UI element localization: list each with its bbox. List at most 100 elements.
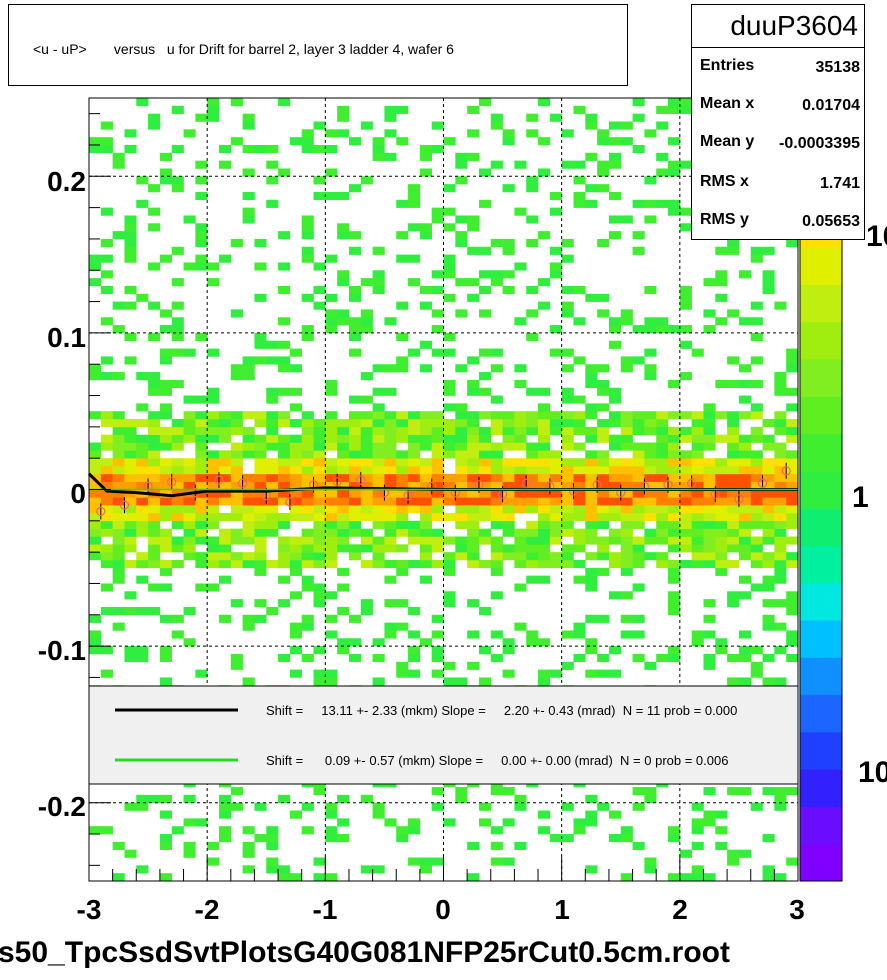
heatmap-cell [360, 176, 373, 185]
heatmap-cell [301, 215, 314, 224]
chart-title: <u - uP> versus u for Drift for barrel 2… [33, 41, 454, 57]
heatmap-cell [573, 285, 586, 295]
title-box: <u - uP> versus u for Drift for barrel 2… [8, 4, 628, 86]
heatmap-cell [384, 411, 397, 420]
heatmap-cell [159, 512, 173, 522]
heatmap-cell [100, 646, 113, 655]
heatmap-cell [467, 152, 480, 161]
heatmap-cell [325, 505, 338, 514]
heatmap-cell [620, 356, 633, 365]
heatmap-cell [136, 293, 149, 302]
heatmap-cell [632, 458, 645, 467]
heatmap-cell [313, 176, 326, 185]
heatmap-cell [136, 606, 149, 616]
heatmap-cell [396, 834, 409, 843]
heatmap-cell [561, 520, 574, 529]
heatmap-cell [738, 411, 752, 420]
heatmap-cell [597, 458, 610, 467]
heatmap-cell [207, 262, 220, 271]
heatmap-cell [561, 489, 574, 498]
heatmap-cell [561, 160, 574, 169]
heatmap-cell [313, 505, 326, 514]
heatmap-cell [455, 403, 468, 412]
heatmap-cell [183, 638, 196, 647]
heatmap-cell [597, 426, 610, 435]
heatmap-cell [644, 129, 657, 138]
heatmap-cell [691, 638, 704, 647]
heatmap-cell [278, 262, 291, 271]
heatmap-cell [148, 583, 161, 592]
heatmap-cell [455, 442, 468, 451]
y-tick-label: -0.2 [38, 791, 86, 822]
heatmap-cell [502, 638, 515, 647]
heatmap-cell [313, 857, 326, 866]
heatmap-cell [549, 348, 562, 357]
heatmap-cell [301, 325, 314, 334]
heatmap-cell [644, 794, 657, 803]
heatmap-cell [396, 356, 409, 365]
heatmap-cell [467, 528, 480, 537]
heatmap-cell [313, 434, 326, 443]
heatmap-cell [691, 458, 704, 467]
heatmap-cell [325, 458, 338, 467]
profile-point [734, 494, 744, 504]
heatmap-cell [478, 473, 492, 482]
heatmap-cell [159, 168, 173, 177]
heatmap-cell [313, 677, 326, 686]
heatmap-cell [112, 841, 125, 850]
heatmap-cell [171, 144, 184, 154]
heatmap-cell [762, 528, 775, 537]
heatmap-cell [183, 818, 196, 827]
heatmap-cell [644, 348, 657, 357]
heatmap-cell [490, 458, 503, 467]
heatmap-cell [195, 238, 208, 248]
heatmap-cell [715, 520, 728, 529]
heatmap-cell [549, 834, 562, 843]
heatmap-cell [679, 105, 692, 114]
heatmap-cell [644, 865, 657, 874]
heatmap-cell [443, 403, 456, 412]
heatmap-cell [159, 309, 173, 318]
heatmap-cell [431, 512, 444, 522]
heatmap-cell [360, 865, 373, 874]
heatmap-cell [679, 325, 692, 334]
heatmap-cell [490, 857, 503, 866]
heatmap-cell [597, 544, 610, 553]
heatmap-cell [171, 481, 184, 490]
heatmap-cell [266, 434, 279, 443]
heatmap-cell [242, 411, 255, 420]
heatmap-cell [443, 223, 456, 232]
heatmap-cell [360, 505, 373, 514]
heatmap-cell [514, 364, 527, 373]
heatmap-cell [100, 481, 113, 490]
heatmap-cell [100, 489, 113, 498]
heatmap-cell [632, 614, 645, 623]
heatmap-cell [455, 552, 468, 561]
heatmap-cell [691, 434, 704, 443]
heatmap-cell [384, 387, 397, 396]
stats-meanx-label: Mean x [700, 95, 755, 112]
heatmap-cell [774, 520, 787, 529]
heatmap-cell [148, 450, 161, 459]
heatmap-cell [266, 520, 279, 529]
heatmap-cell [585, 113, 598, 122]
heatmap-cell [136, 520, 149, 529]
heatmap-cell [148, 262, 161, 271]
heatmap-cell [620, 466, 633, 475]
heatmap-cell [573, 622, 586, 631]
heatmap-cell [597, 669, 610, 678]
heatmap-cell [750, 403, 763, 412]
heatmap-cell [727, 481, 740, 490]
heatmap-cell [183, 505, 196, 514]
heatmap-cell [738, 434, 752, 443]
heatmap-cell [656, 473, 669, 482]
heatmap-cell [644, 442, 657, 451]
heatmap-cell [337, 231, 350, 240]
heatmap-cell [608, 419, 622, 428]
heatmap-cell [337, 434, 350, 443]
heatmap-cell [408, 450, 421, 459]
heatmap-cell [124, 434, 137, 443]
heatmap-cell [715, 473, 728, 482]
heatmap-cell [124, 356, 137, 365]
heatmap-cell [348, 512, 362, 522]
